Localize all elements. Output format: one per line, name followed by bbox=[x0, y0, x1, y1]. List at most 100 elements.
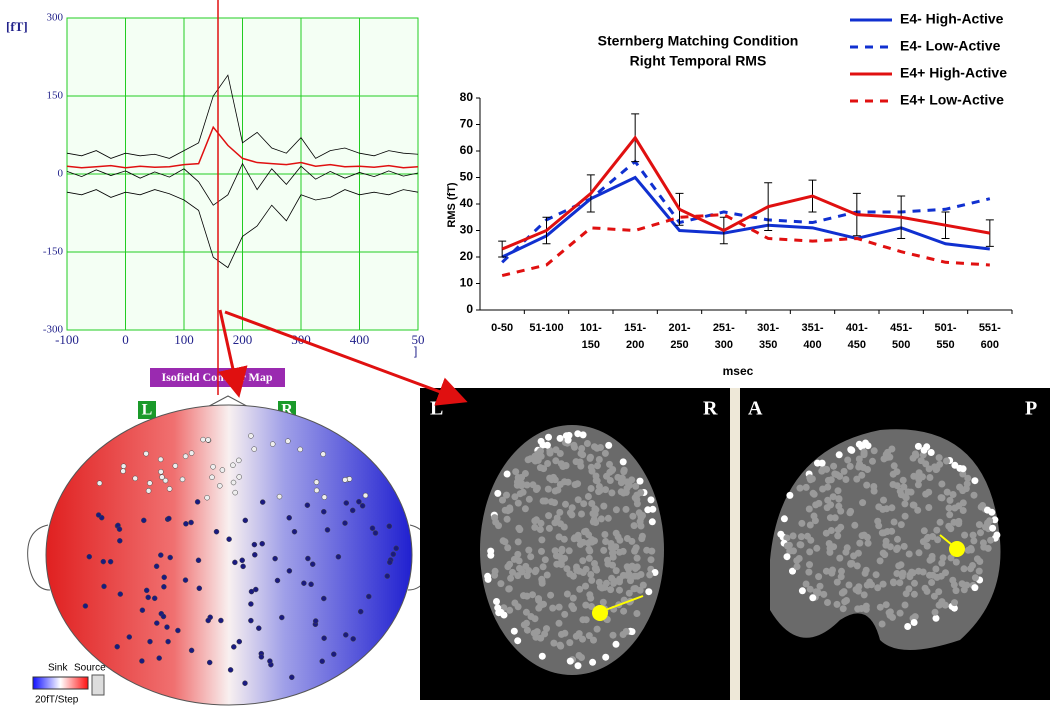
sensor bbox=[226, 536, 232, 542]
dot bbox=[516, 490, 524, 498]
dot bbox=[651, 569, 659, 576]
dot bbox=[797, 533, 805, 541]
dot bbox=[834, 487, 842, 495]
sensor bbox=[179, 476, 186, 483]
dot bbox=[562, 500, 569, 508]
dot bbox=[951, 504, 959, 512]
dot bbox=[537, 447, 544, 455]
dot bbox=[890, 462, 898, 470]
dot bbox=[639, 581, 647, 589]
dot bbox=[590, 636, 597, 644]
dot bbox=[616, 536, 624, 544]
dot bbox=[541, 556, 549, 564]
sensor bbox=[350, 636, 356, 642]
dot bbox=[910, 472, 918, 480]
dot bbox=[579, 538, 587, 546]
x-tick-label-box: 0-50 bbox=[491, 322, 513, 334]
dot bbox=[826, 514, 834, 522]
dot bbox=[890, 518, 898, 526]
dot bbox=[888, 504, 896, 512]
dot bbox=[537, 437, 545, 445]
legend-label: E4+ Low-Active bbox=[900, 92, 1004, 108]
dot bbox=[946, 511, 954, 519]
dot bbox=[636, 477, 644, 485]
dot bbox=[869, 457, 876, 465]
dot bbox=[589, 658, 597, 666]
dot bbox=[575, 652, 583, 659]
sensor bbox=[86, 553, 93, 560]
legend-label: E4- Low-Active bbox=[900, 38, 1001, 54]
dot bbox=[525, 567, 533, 574]
dot bbox=[550, 473, 557, 481]
dot bbox=[874, 517, 882, 525]
dot bbox=[515, 524, 523, 532]
dot bbox=[818, 459, 826, 467]
dot bbox=[928, 579, 936, 586]
dot bbox=[932, 614, 940, 622]
dot bbox=[961, 531, 969, 539]
dot bbox=[597, 515, 605, 523]
y-tick-label: 50 bbox=[460, 170, 474, 184]
dot bbox=[593, 625, 601, 633]
y-tick-label: -150 bbox=[43, 246, 64, 258]
dot bbox=[882, 601, 890, 609]
dot bbox=[566, 509, 574, 517]
x-tick-label: 551-600 bbox=[978, 322, 1001, 351]
x-axis-label: msec bbox=[723, 364, 754, 378]
sensor bbox=[230, 479, 237, 486]
dot bbox=[969, 562, 976, 569]
sensor bbox=[117, 591, 124, 597]
dot bbox=[848, 560, 856, 567]
sensor bbox=[175, 627, 181, 634]
dot bbox=[859, 499, 867, 507]
dot bbox=[827, 527, 835, 534]
stepper[interactable] bbox=[91, 674, 105, 696]
dot bbox=[836, 472, 844, 480]
dot bbox=[560, 535, 568, 543]
dot bbox=[599, 598, 607, 606]
dot bbox=[950, 518, 958, 526]
sensor bbox=[366, 593, 372, 600]
x-unit: ] bbox=[414, 344, 417, 358]
dot bbox=[920, 527, 928, 535]
sensor bbox=[286, 568, 293, 574]
dot bbox=[982, 523, 989, 531]
sensor bbox=[218, 617, 224, 624]
dipole-source bbox=[949, 541, 965, 557]
dot bbox=[602, 486, 609, 494]
dot bbox=[629, 512, 637, 520]
dot bbox=[914, 506, 922, 514]
dot bbox=[969, 531, 977, 539]
dot bbox=[952, 558, 960, 566]
dot bbox=[897, 561, 905, 569]
sensor bbox=[236, 474, 242, 480]
dot bbox=[844, 456, 852, 464]
dot bbox=[802, 483, 810, 491]
dot bbox=[531, 568, 539, 576]
dot bbox=[574, 496, 582, 504]
dot bbox=[543, 625, 550, 633]
sensor bbox=[120, 468, 126, 474]
dot bbox=[619, 458, 627, 466]
dot bbox=[838, 567, 845, 575]
dot bbox=[824, 496, 832, 504]
dot bbox=[648, 518, 656, 526]
dot bbox=[625, 481, 633, 489]
dot bbox=[555, 603, 563, 611]
dot bbox=[931, 608, 939, 616]
dot bbox=[777, 530, 785, 538]
sensor bbox=[240, 563, 246, 570]
dot bbox=[545, 512, 553, 520]
sensor bbox=[279, 614, 285, 621]
sensor bbox=[369, 525, 376, 531]
dot bbox=[555, 619, 563, 627]
dot bbox=[570, 441, 578, 449]
x-tick-label-box: 101-150 bbox=[580, 322, 602, 351]
x-tick-label: 0 bbox=[122, 332, 129, 347]
dot bbox=[967, 546, 975, 554]
dot bbox=[963, 480, 971, 488]
dot bbox=[531, 523, 539, 531]
dot bbox=[813, 544, 821, 552]
dot bbox=[543, 441, 551, 449]
dot bbox=[909, 501, 917, 509]
